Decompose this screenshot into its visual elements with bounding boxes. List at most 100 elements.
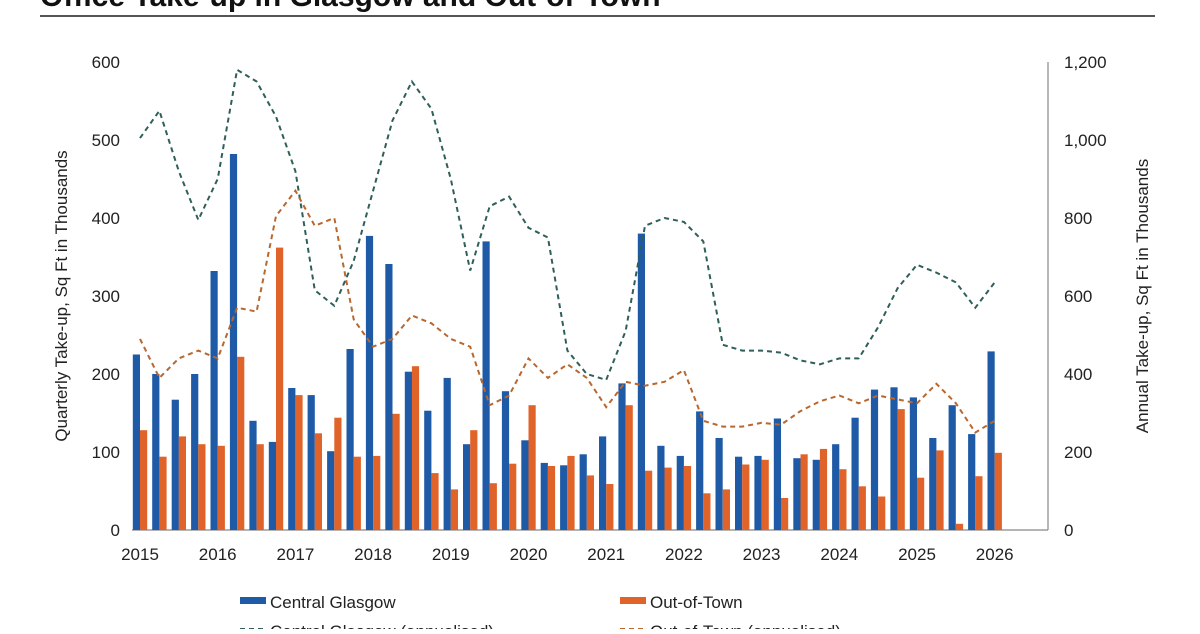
bar-out-of-town — [722, 489, 730, 530]
bar-out-of-town — [489, 483, 497, 530]
bar-out-of-town — [334, 417, 342, 530]
bar-central-glasgow — [657, 445, 665, 530]
bar-out-of-town — [819, 448, 828, 530]
bar-out-of-town — [431, 473, 439, 530]
x-tick-label: 2016 — [199, 545, 237, 564]
legend-label: Central Glasgow — [270, 593, 396, 612]
bar-central-glasgow — [968, 434, 976, 530]
y-left-tick-label: 200 — [92, 365, 120, 384]
bar-central-glasgow — [424, 410, 432, 530]
line-central-glasgow-annual — [139, 68, 996, 382]
y-left-tick-label: 0 — [111, 521, 120, 540]
bar-out-of-town — [567, 455, 575, 530]
legend-item: Out-of-Town (annualised) — [620, 622, 841, 634]
x-tick-label: 2015 — [121, 545, 159, 564]
bar-central-glasgow — [715, 438, 723, 530]
y-left-tick-label: 100 — [92, 443, 120, 462]
legend-label: Central Glasgow (annualised) — [270, 622, 494, 629]
x-tick-label: 2018 — [354, 545, 392, 564]
bar-out-of-town — [314, 433, 322, 530]
bar-out-of-town — [955, 523, 964, 530]
y-left-tick-label: 400 — [92, 209, 120, 228]
bar-out-of-town — [994, 452, 1002, 530]
bar-central-glasgow — [501, 391, 510, 530]
bar-central-glasgow — [812, 459, 820, 530]
bar-out-of-town — [178, 436, 186, 530]
y-right-tick-label: 1,000 — [1064, 131, 1107, 150]
bar-out-of-town — [237, 356, 245, 530]
legend-swatch — [620, 597, 646, 604]
bar-central-glasgow — [637, 233, 645, 530]
bar-central-glasgow — [754, 455, 762, 530]
labels-layer: 0 100 200 300 400 500 600 0 200 400 600 800 1,000 1,2… — [92, 53, 1107, 564]
bar-central-glasgow — [676, 455, 684, 530]
y-right-tick-label: 600 — [1064, 287, 1092, 306]
x-tick-label: 2025 — [898, 545, 936, 564]
bar-out-of-town — [761, 459, 769, 530]
bar-central-glasgow — [773, 418, 781, 530]
legend-swatch — [240, 597, 266, 604]
y-left-tick-label: 600 — [92, 53, 120, 72]
bar-central-glasgow — [385, 264, 393, 530]
bar-out-of-town — [742, 464, 750, 530]
bars-layer — [132, 154, 1002, 530]
bar-out-of-town — [839, 469, 847, 530]
lines-layer — [139, 68, 996, 434]
x-tick-label: 2017 — [276, 545, 314, 564]
x-tick-label: 2023 — [743, 545, 781, 564]
bar-out-of-town — [217, 445, 225, 530]
y-right-tick-label: 1,200 — [1064, 53, 1107, 72]
bar-out-of-town — [450, 489, 458, 530]
bar-out-of-town — [509, 463, 517, 530]
bar-out-of-town — [373, 455, 381, 530]
bar-central-glasgow — [579, 454, 587, 530]
x-tick-label: 2024 — [820, 545, 858, 564]
legend-item: Out-of-Town — [620, 593, 743, 612]
bar-out-of-town — [645, 470, 653, 530]
bar-central-glasgow — [909, 397, 917, 530]
line-out-of-town-annual — [139, 188, 996, 434]
legend-label: Out-of-Town — [650, 593, 743, 612]
bar-out-of-town — [664, 467, 672, 530]
bar-central-glasgow — [929, 438, 937, 530]
bar-central-glasgow — [890, 387, 898, 530]
bar-central-glasgow — [268, 441, 276, 530]
y-right-tick-label: 200 — [1064, 443, 1092, 462]
legend-item: Central Glasgow (annualised) — [240, 622, 494, 634]
x-tick-label: 2020 — [510, 545, 548, 564]
bar-central-glasgow — [696, 411, 704, 530]
y-right-tick-label: 800 — [1064, 209, 1092, 228]
bar-out-of-town — [800, 454, 808, 530]
x-tick-label: 2019 — [432, 545, 470, 564]
x-tick-label: 2022 — [665, 545, 703, 564]
bar-central-glasgow — [249, 420, 257, 530]
legend-label: Out-of-Town (annualised) — [650, 622, 841, 629]
bar-out-of-town — [625, 405, 633, 530]
y-axis-right-title: Annual Take-up, Sq Ft in Thousands — [1133, 159, 1152, 433]
bar-central-glasgow — [307, 395, 315, 530]
legend-item: Central Glasgow — [240, 593, 396, 612]
bar-central-glasgow — [870, 389, 879, 530]
bar-out-of-town — [276, 247, 284, 530]
bar-out-of-town — [411, 366, 420, 530]
bar-central-glasgow — [327, 451, 335, 530]
bar-out-of-town — [528, 405, 536, 530]
bar-central-glasgow — [346, 349, 354, 530]
y-right-tick-label: 0 — [1064, 521, 1073, 540]
bar-central-glasgow — [987, 351, 995, 530]
bar-central-glasgow — [735, 456, 743, 530]
bar-out-of-town — [703, 493, 711, 530]
bar-central-glasgow — [521, 440, 529, 530]
bar-central-glasgow — [793, 458, 801, 530]
bar-central-glasgow — [851, 417, 859, 530]
legend: Central Glasgow Out-of-Town Central Glasgo… — [240, 593, 841, 634]
y-left-tick-label: 500 — [92, 131, 120, 150]
bar-out-of-town — [858, 486, 866, 530]
bar-central-glasgow — [618, 383, 626, 530]
bar-out-of-town — [878, 496, 886, 530]
y-right-tick-label: 400 — [1064, 365, 1092, 384]
bar-central-glasgow — [443, 377, 451, 530]
bar-out-of-town — [256, 444, 264, 530]
